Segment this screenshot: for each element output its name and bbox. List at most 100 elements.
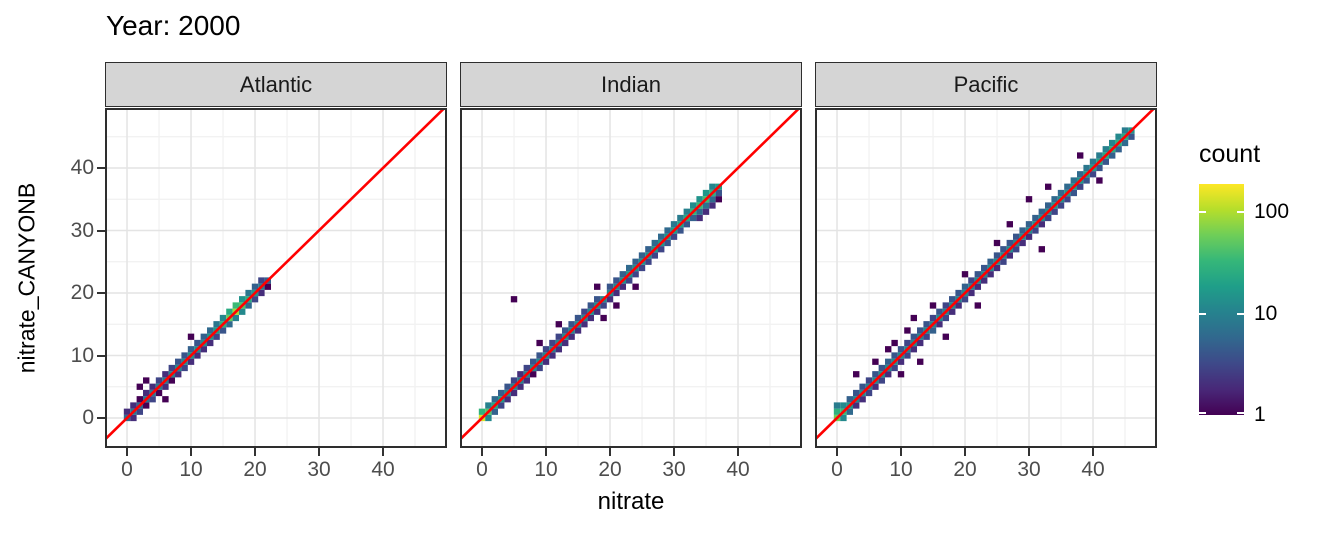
count-bin (485, 402, 492, 409)
count-bin (981, 264, 988, 272)
count-bin (536, 339, 543, 347)
count-bin (181, 364, 188, 372)
x-tick-mark (673, 448, 675, 456)
count-bin (897, 358, 905, 365)
count-bin (1045, 183, 1052, 190)
facet-strip-label: Indian (601, 71, 661, 97)
facet-strip-label: Atlantic (239, 71, 313, 97)
count-bin (677, 227, 684, 234)
count-bin (1038, 246, 1046, 253)
count-bin (1006, 239, 1014, 247)
count-bin (1083, 164, 1090, 172)
count-bin (917, 327, 924, 334)
count-bin (510, 296, 518, 303)
count-bin (613, 302, 620, 309)
count-bin (219, 327, 227, 334)
count-bin (130, 414, 137, 422)
count-bin (175, 371, 182, 378)
legend-tick-mark (1199, 211, 1206, 214)
count-bin (1019, 227, 1026, 234)
legend-tick-mark (1237, 312, 1244, 315)
legend-tick-mark (1199, 312, 1206, 315)
facet-strip-label: Pacific (953, 71, 1019, 97)
legend-tick-label: 100 (1254, 200, 1290, 224)
identity-line (105, 108, 447, 442)
count-bin (498, 402, 505, 409)
count-bin (478, 408, 486, 415)
count-bin (600, 314, 607, 322)
count-bin (702, 202, 710, 209)
y-tick-mark (97, 229, 105, 232)
count-bin (1121, 139, 1129, 147)
count-bin (136, 383, 144, 390)
count-bin (549, 339, 556, 347)
count-bin (670, 221, 678, 228)
x-tick-label: 10 (179, 458, 203, 481)
count-bin (853, 371, 860, 378)
count-bin (581, 321, 588, 328)
y-axis-title: nitrate_CANYONB (13, 182, 40, 374)
count-bin (859, 396, 866, 403)
count-bin (517, 371, 524, 378)
count-bin (929, 302, 937, 309)
count-bin (1128, 133, 1135, 140)
legend-tick-mark (1237, 412, 1244, 414)
count-bin (123, 408, 131, 415)
count-bin (594, 296, 601, 303)
count-bin (181, 352, 188, 359)
count-bin (523, 377, 531, 384)
count-bin (130, 402, 137, 409)
count-bin (1051, 196, 1058, 203)
x-tick-label: 40 (371, 458, 395, 481)
count-bin (872, 358, 879, 365)
count-bin (143, 389, 150, 397)
count-bin (1025, 221, 1033, 228)
count-bin (136, 396, 144, 403)
count-bin (568, 333, 575, 340)
count-bin (974, 283, 982, 290)
count-bin (491, 408, 499, 415)
count-bin (1064, 183, 1071, 190)
legend-tick-label: 10 (1254, 301, 1278, 325)
count-bin (917, 358, 924, 365)
count-bin (865, 377, 873, 384)
x-tick-mark (545, 448, 547, 456)
count-bin (715, 189, 723, 197)
count-bin (555, 346, 563, 353)
count-bin (1025, 196, 1033, 203)
count-bin (606, 283, 614, 290)
y-tick-label: 0 (82, 406, 94, 429)
x-tick-label: 30 (307, 458, 331, 481)
count-bin (562, 327, 569, 334)
x-tick-label: 10 (534, 458, 558, 481)
x-tick-mark (254, 448, 256, 456)
count-bin (1006, 252, 1014, 259)
count-bin (1089, 158, 1097, 165)
count-bin (485, 414, 492, 422)
count-bin (632, 258, 639, 265)
count-bin (885, 346, 892, 353)
count-bin (200, 346, 208, 353)
count-bin (1096, 152, 1103, 159)
y-tick-mark (97, 354, 105, 357)
count-bin (961, 271, 969, 278)
count-bin (904, 327, 911, 334)
count-bin (974, 271, 982, 278)
count-bin (936, 308, 943, 315)
count-bin (872, 371, 879, 378)
facet-strip-pacific: Pacific (815, 62, 1157, 107)
count-bin (910, 346, 918, 353)
x-tick-label: 0 (121, 458, 133, 481)
count-bin (651, 239, 659, 247)
count-bin (510, 377, 518, 384)
count-bin (968, 277, 975, 284)
count-bin (510, 389, 518, 397)
count-bin (955, 302, 962, 309)
legend-tick-label: 1 (1254, 403, 1266, 426)
count-bin (239, 296, 246, 303)
count-bin (670, 233, 678, 240)
count-bin (1077, 183, 1084, 190)
count-bin (638, 264, 646, 272)
count-bin (1121, 127, 1129, 134)
